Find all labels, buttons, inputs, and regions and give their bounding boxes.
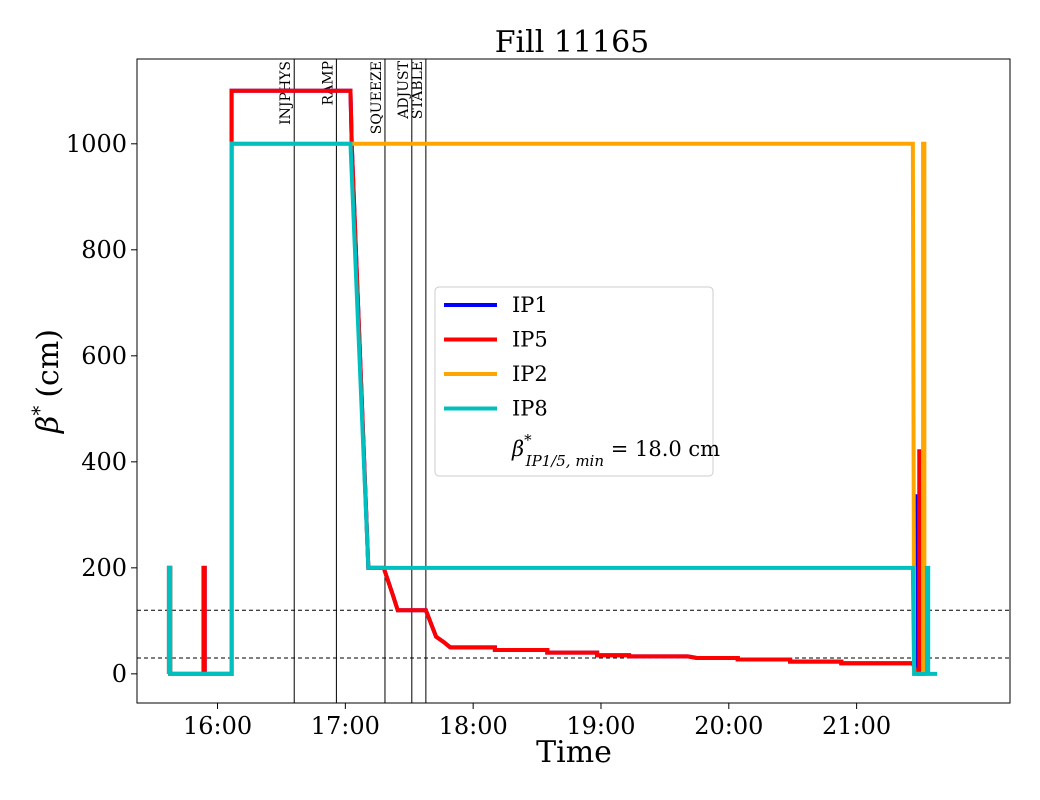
chart-title: Fill 11165: [495, 25, 650, 60]
phase-label: RAMP: [320, 61, 336, 105]
series-line-ip8: [166, 141, 938, 676]
phase-label: ADJUST: [396, 60, 412, 119]
x-tick-label: 19:00: [566, 712, 635, 740]
legend-beta-sub: IP1/5, min: [525, 452, 604, 470]
legend: IP1 IP5 IP2 IP8 β* IP1/5, min = 18.0 cm: [434, 286, 720, 477]
legend-label-ip8: IP8: [512, 397, 548, 421]
y-tick-label: 0: [112, 660, 127, 688]
series-lines: [166, 88, 938, 676]
x-tick-label: 20:00: [694, 712, 763, 740]
y-tick-label: 800: [81, 236, 127, 264]
legend-beta-min: β* IP1/5, min = 18.0 cm: [511, 431, 720, 470]
y-axis-label-sup: *: [27, 406, 51, 416]
legend-beta-symbol: β: [511, 437, 524, 461]
reference-lines: [137, 609, 1010, 659]
legend-box: [434, 286, 714, 477]
legend-label-ip5: IP5: [512, 328, 548, 352]
y-tick-label: 400: [81, 448, 127, 476]
y-axis: 0 200 400 600 800 1000: [66, 130, 137, 688]
x-tick-label: 16:00: [183, 712, 252, 740]
y-tick-label: 200: [81, 554, 127, 582]
x-tick-label: 17:00: [311, 712, 380, 740]
y-tick-label: 1000: [66, 130, 127, 158]
x-axis-label: Time: [536, 735, 612, 770]
plot-frame-border: [136, 58, 1011, 704]
x-axis: 16:00 17:00 18:00 19:00 20:00 21:00: [183, 703, 891, 740]
y-axis-label-symbol: β: [31, 416, 66, 434]
legend-beta-value: = 18.0 cm: [604, 437, 720, 461]
y-tick-label: 600: [81, 342, 127, 370]
x-tick-label: 21:00: [822, 712, 891, 740]
phase-label: INJPHYS: [278, 61, 294, 125]
legend-beta-sup: *: [524, 431, 532, 449]
legend-label-ip1: IP1: [512, 293, 548, 317]
y-axis-label-unit: (cm): [31, 329, 66, 398]
y-axis-label: β* (cm): [27, 329, 66, 434]
legend-label-ip2: IP2: [512, 362, 548, 386]
phase-label: SQUEEZE: [369, 61, 385, 134]
phase-label: STABLE: [410, 61, 426, 119]
x-tick-label: 18:00: [439, 712, 508, 740]
